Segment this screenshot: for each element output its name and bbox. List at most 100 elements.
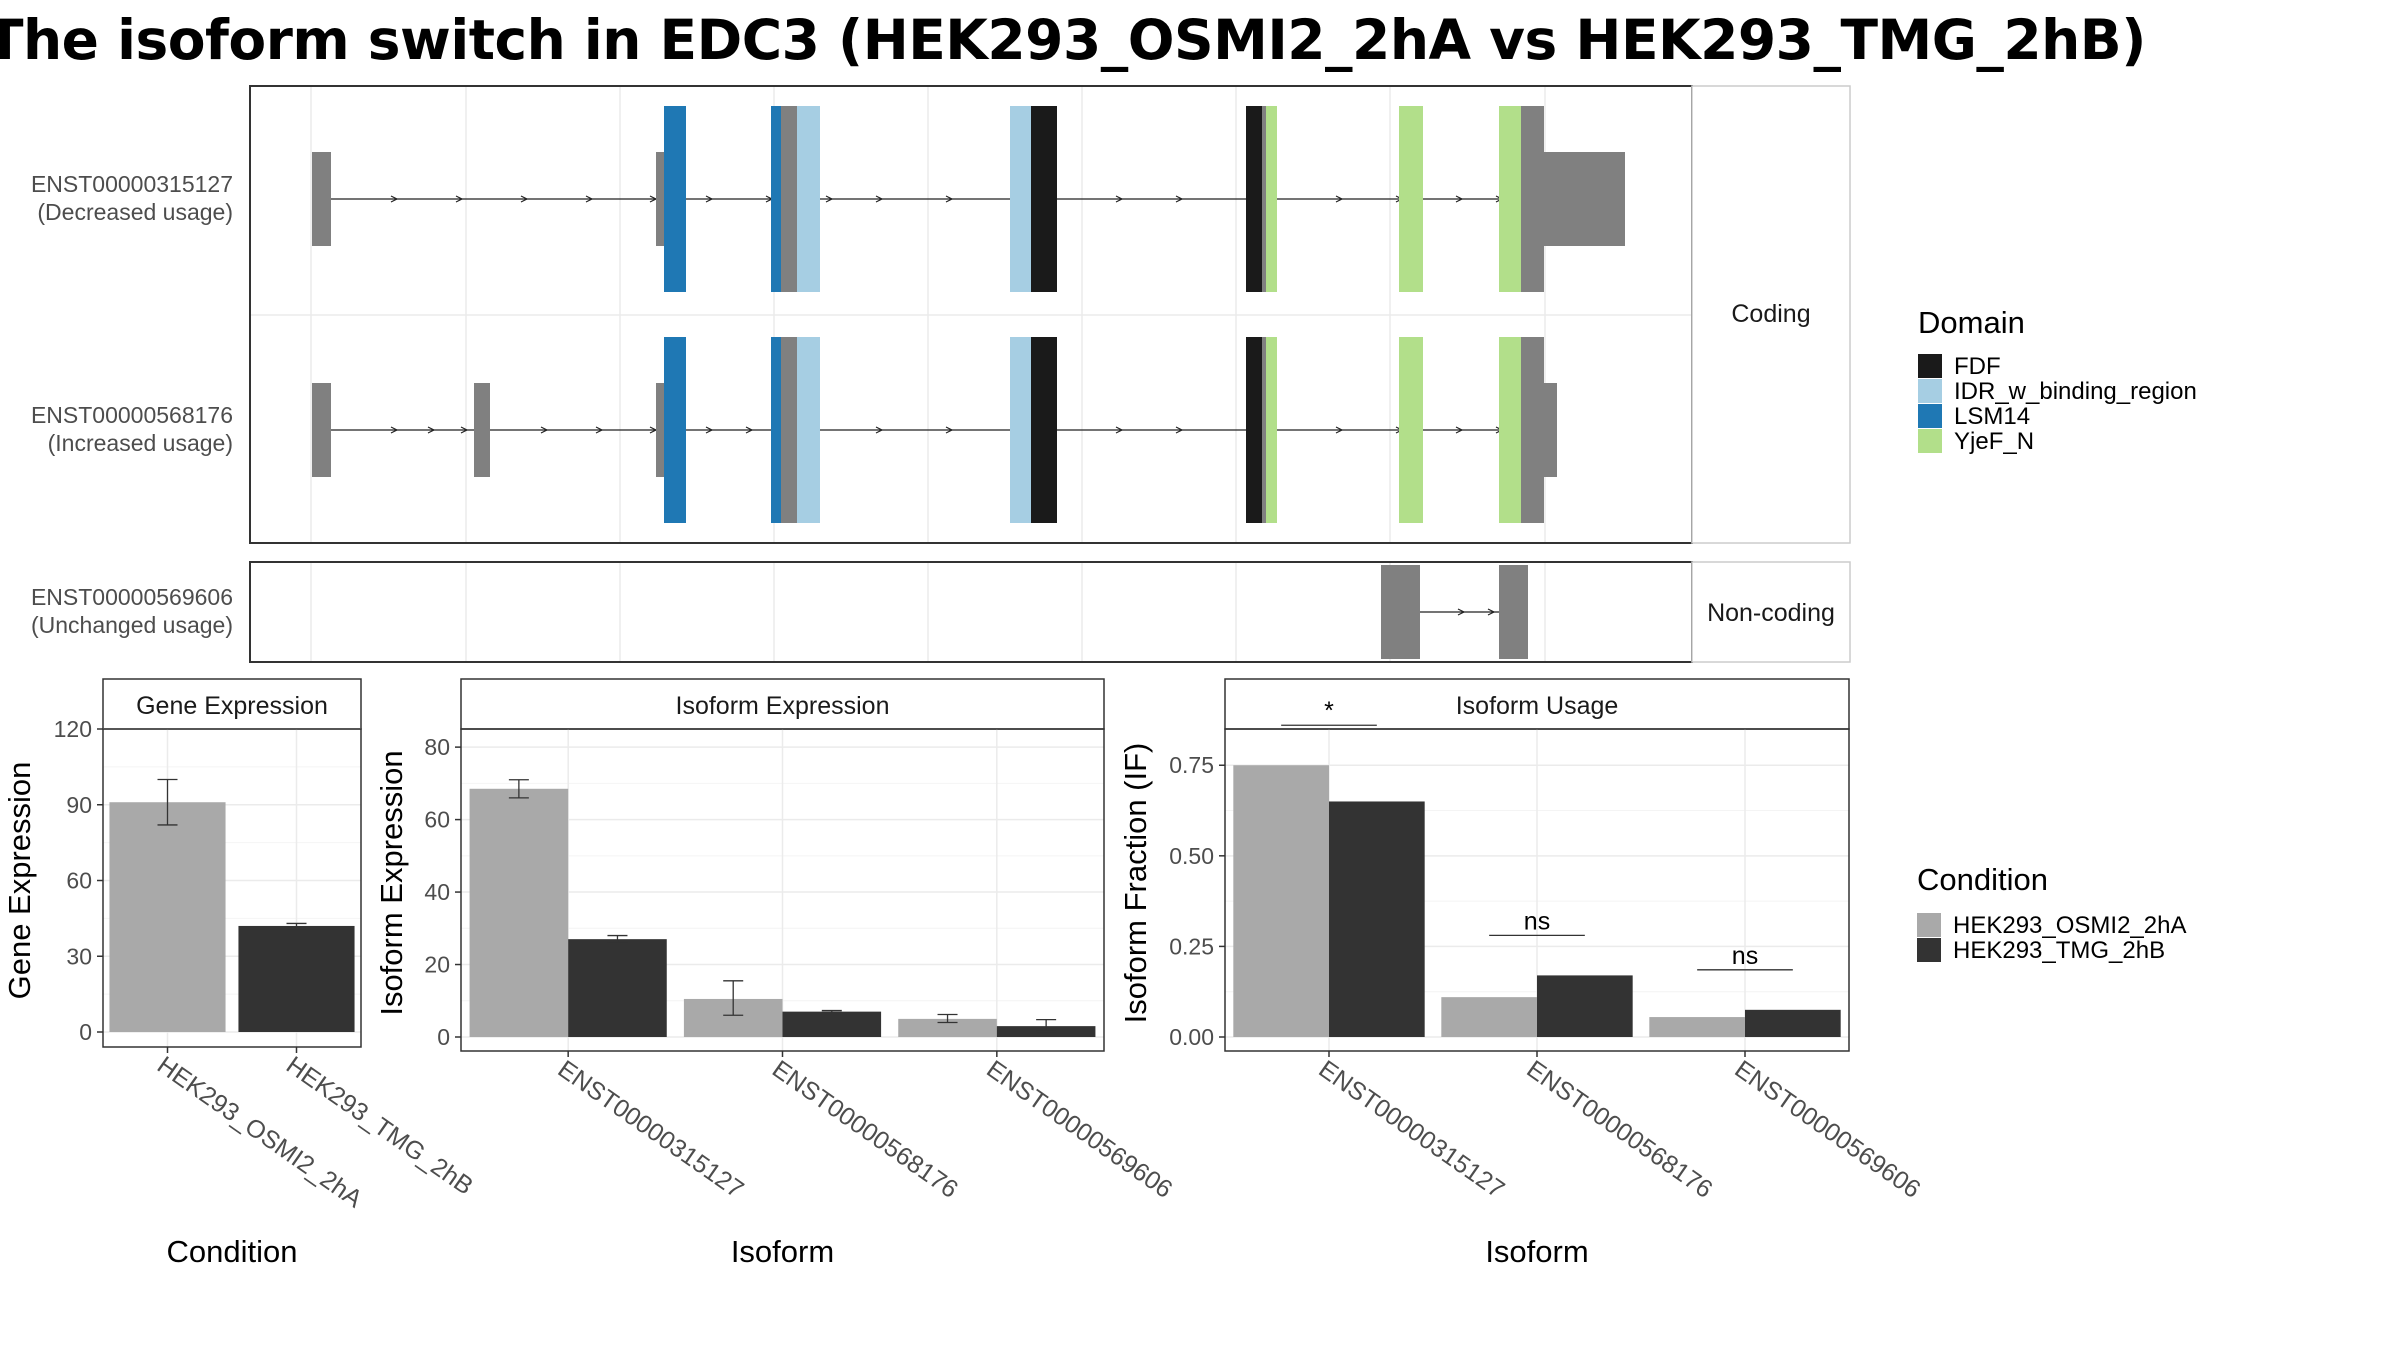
y-tick-label: 40	[424, 879, 450, 905]
x-axis-title: Condition	[167, 1234, 298, 1269]
domain-LSM14	[771, 337, 781, 523]
intron-arrow	[455, 195, 464, 203]
transcript-id-label: ENST00000315127	[31, 171, 233, 197]
bar	[1745, 1009, 1841, 1037]
bar	[1441, 997, 1537, 1037]
bar	[1329, 801, 1425, 1037]
domain-YjeF_N	[1399, 337, 1423, 523]
domain-YjeF_N	[1499, 106, 1521, 292]
domain-IDR	[1010, 106, 1031, 292]
intron-arrow	[705, 426, 714, 434]
condition-legend-label: HEK293_OSMI2_2hA	[1953, 912, 2186, 939]
intron-arrow	[1175, 195, 1184, 203]
intron-arrow	[595, 426, 604, 434]
condition-legend-label: HEK293_TMG_2hB	[1953, 937, 2165, 964]
exon	[1262, 106, 1266, 292]
bar	[1649, 1017, 1745, 1037]
y-tick-label: 80	[424, 734, 450, 760]
exon	[1544, 152, 1625, 246]
bar	[568, 939, 667, 1037]
intron-arrow	[875, 195, 884, 203]
exon	[1499, 565, 1528, 659]
intron-arrow	[585, 195, 594, 203]
facet-strip	[1691, 85, 1851, 544]
facet-label-noncoding: Non-coding	[1707, 599, 1835, 627]
intron-arrow	[945, 195, 954, 203]
domain-legend-swatch	[1918, 354, 1942, 378]
condition-legend-swatch	[1917, 913, 1941, 937]
x-tick-label: ENST00000569606	[981, 1055, 1177, 1204]
bar	[1537, 975, 1633, 1037]
y-axis-title: Gene Expression	[2, 762, 37, 1000]
condition-legend-title: Condition	[1917, 862, 2048, 897]
exon	[312, 152, 331, 246]
domain-legend-label: FDF	[1954, 353, 2001, 380]
significance-label: ns	[1732, 942, 1758, 970]
x-tick-label: ENST00000315127	[553, 1055, 749, 1204]
y-tick-label: 0	[79, 1019, 92, 1045]
domain-LSM14	[664, 106, 686, 292]
domain-YjeF_N	[1499, 337, 1521, 523]
exon	[656, 152, 664, 246]
significance-label: ns	[1524, 907, 1550, 935]
intron-arrow	[390, 426, 399, 434]
exon	[1521, 337, 1544, 523]
domain-legend-swatch	[1918, 404, 1942, 428]
x-axis-title: Isoform	[1485, 1234, 1588, 1269]
transcript-id-label: ENST00000568176	[31, 402, 233, 428]
bar	[238, 925, 355, 1032]
intron-arrow	[825, 195, 834, 203]
domain-IDR	[797, 106, 820, 292]
exon	[1381, 565, 1420, 659]
panel-frame	[1224, 728, 1850, 1052]
domain-legend-label: LSM14	[1954, 403, 2030, 430]
y-axis-title: Isoform Fraction (IF)	[1118, 743, 1153, 1024]
domain-FDF	[1246, 337, 1262, 523]
intron-arrow	[1457, 608, 1466, 616]
domain-FDF	[1031, 337, 1057, 523]
bar	[782, 1011, 882, 1037]
panel-frame	[102, 728, 362, 1048]
exon	[656, 383, 664, 477]
panel-frame	[460, 728, 1105, 1052]
intron-arrow	[705, 195, 714, 203]
domain-legend-swatch	[1918, 429, 1942, 453]
bar	[898, 1018, 997, 1037]
intron-arrow	[390, 195, 399, 203]
y-tick-label: 60	[424, 807, 450, 833]
domain-LSM14	[771, 106, 781, 292]
x-tick-label: ENST00000568176	[1522, 1055, 1718, 1204]
intron-arrow	[427, 426, 436, 434]
panel-title: Isoform Expression	[676, 692, 890, 720]
x-tick-label: HEK293_OSMI2_2hA	[152, 1051, 368, 1214]
intron-arrow	[1455, 426, 1464, 434]
transcript-usage-label: (Increased usage)	[48, 430, 233, 456]
domain-LSM14	[664, 337, 686, 523]
intron-arrow	[1455, 195, 1464, 203]
exon	[781, 337, 797, 523]
intron-arrow	[460, 426, 469, 434]
exon	[781, 106, 797, 292]
y-tick-label: 0	[437, 1024, 450, 1050]
x-axis-title: Isoform	[731, 1234, 834, 1269]
y-tick-label: 60	[66, 868, 92, 894]
panel-strip	[460, 678, 1105, 730]
y-tick-label: 120	[54, 716, 92, 742]
transcript-usage-label: (Unchanged usage)	[31, 612, 233, 638]
y-tick-label: 0.75	[1169, 752, 1214, 778]
domain-legend-swatch	[1918, 379, 1942, 403]
domain-FDF	[1246, 106, 1262, 292]
condition-legend-swatch	[1917, 938, 1941, 962]
y-tick-label: 90	[66, 792, 92, 818]
domain-YjeF_N	[1399, 106, 1423, 292]
bar	[109, 802, 226, 1032]
y-tick-label: 20	[424, 952, 450, 978]
page-title: The isoform switch in EDC3 (HEK293_OSMI2…	[0, 8, 2146, 72]
y-tick-label: 0.50	[1169, 843, 1214, 869]
y-tick-label: 0.25	[1169, 933, 1214, 959]
intron-arrow	[1175, 426, 1184, 434]
exon	[474, 383, 490, 477]
y-tick-label: 0.00	[1169, 1024, 1214, 1050]
intron-arrow	[1335, 195, 1344, 203]
intron-arrow	[745, 426, 754, 434]
